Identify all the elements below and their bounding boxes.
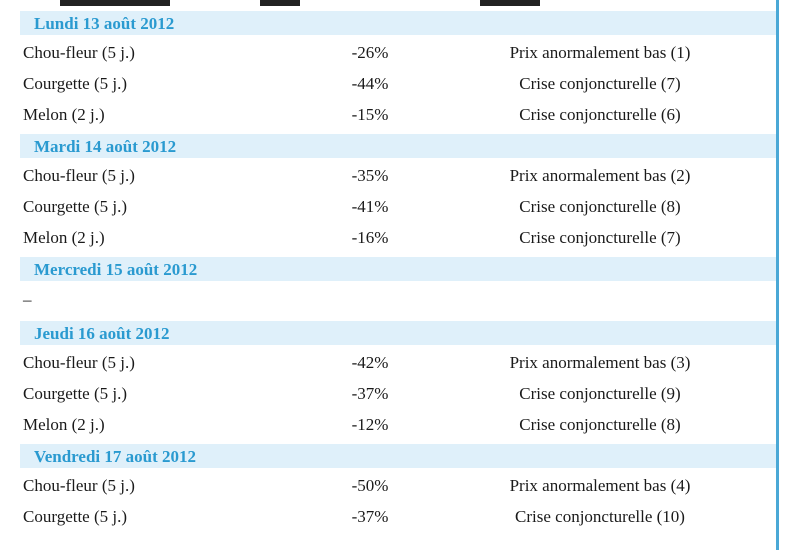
day-header-friday: Vendredi 17 août 2012 bbox=[20, 444, 776, 468]
day-label: Vendredi 17 août 2012 bbox=[34, 447, 196, 466]
day-label: Lundi 13 août 2012 bbox=[34, 14, 175, 33]
table-row: Courgette (5 j.) -37% Crise conjoncturel… bbox=[20, 379, 776, 410]
product-name: Courgette (5 j.) bbox=[23, 197, 128, 216]
price-change: -50% bbox=[351, 476, 389, 495]
product-name: Courgette (5 j.) bbox=[23, 507, 128, 526]
cropped-title-fragment bbox=[0, 0, 800, 8]
day-header-wednesday: Mercredi 15 août 2012 bbox=[20, 257, 776, 281]
market-status: Crise conjoncturelle (10) bbox=[515, 507, 685, 526]
market-status: Crise conjoncturelle (7) bbox=[519, 228, 681, 247]
table-row: Courgette (5 j.) -41% Crise conjoncturel… bbox=[20, 192, 776, 223]
market-status: Prix anormalement bas (4) bbox=[509, 476, 691, 495]
market-status: Crise conjoncturelle (9) bbox=[519, 384, 681, 403]
day-header-tuesday: Mardi 14 août 2012 bbox=[20, 134, 776, 158]
market-status: Crise conjoncturelle (8) bbox=[519, 197, 681, 216]
price-crisis-table: Lundi 13 août 2012 Chou-fleur (5 j.) -26… bbox=[20, 8, 776, 533]
product-name: Courgette (5 j.) bbox=[23, 384, 128, 403]
market-status: Crise conjoncturelle (6) bbox=[519, 105, 681, 124]
product-name: Courgette (5 j.) bbox=[23, 74, 128, 93]
product-name: Melon (2 j.) bbox=[23, 415, 105, 434]
table-row: Melon (2 j.) -16% Crise conjoncturelle (… bbox=[20, 223, 776, 254]
product-name: Chou-fleur (5 j.) bbox=[23, 353, 135, 372]
price-change: -37% bbox=[351, 507, 389, 526]
day-header-thursday: Jeudi 16 août 2012 bbox=[20, 321, 776, 345]
table-row: Melon (2 j.) -12% Crise conjoncturelle (… bbox=[20, 410, 776, 441]
day-label: Jeudi 16 août 2012 bbox=[34, 324, 170, 343]
table-row: Chou-fleur (5 j.) -42% Prix anormalement… bbox=[20, 348, 776, 379]
table-row: Courgette (5 j.) -44% Crise conjoncturel… bbox=[20, 69, 776, 100]
price-change: -12% bbox=[351, 415, 389, 434]
price-change: -35% bbox=[351, 166, 389, 185]
product-name: Chou-fleur (5 j.) bbox=[23, 476, 135, 495]
product-name: Chou-fleur (5 j.) bbox=[23, 43, 135, 62]
market-status: Crise conjoncturelle (7) bbox=[519, 74, 681, 93]
table-row: Chou-fleur (5 j.) -35% Prix anormalement… bbox=[20, 161, 776, 192]
price-change: -41% bbox=[351, 197, 389, 216]
day-label: Mercredi 15 août 2012 bbox=[34, 260, 198, 279]
price-change: -42% bbox=[351, 353, 389, 372]
table-row: Chou-fleur (5 j.) -26% Prix anormalement… bbox=[20, 38, 776, 69]
price-change: -37% bbox=[351, 384, 389, 403]
market-status: Prix anormalement bas (3) bbox=[509, 353, 691, 372]
price-change: -15% bbox=[351, 105, 389, 124]
table-row: Melon (2 j.) -15% Crise conjoncturelle (… bbox=[20, 100, 776, 131]
price-change: -26% bbox=[351, 43, 389, 62]
market-status: Prix anormalement bas (1) bbox=[509, 43, 691, 62]
table-row: Courgette (5 j.) -37% Crise conjoncturel… bbox=[20, 502, 776, 533]
table-row: Chou-fleur (5 j.) -50% Prix anormalement… bbox=[20, 471, 776, 502]
product-name: Melon (2 j.) bbox=[23, 228, 105, 247]
market-status: Prix anormalement bas (2) bbox=[509, 166, 691, 185]
day-header-monday: Lundi 13 août 2012 bbox=[20, 11, 776, 35]
price-change: -16% bbox=[351, 228, 389, 247]
price-change: -44% bbox=[351, 74, 389, 93]
no-data-dash: – bbox=[23, 290, 32, 309]
product-name: Chou-fleur (5 j.) bbox=[23, 166, 135, 185]
table-right-border bbox=[776, 0, 779, 550]
empty-row: – bbox=[20, 284, 776, 318]
product-name: Melon (2 j.) bbox=[23, 105, 105, 124]
market-status: Crise conjoncturelle (8) bbox=[519, 415, 681, 434]
day-label: Mardi 14 août 2012 bbox=[34, 137, 177, 156]
